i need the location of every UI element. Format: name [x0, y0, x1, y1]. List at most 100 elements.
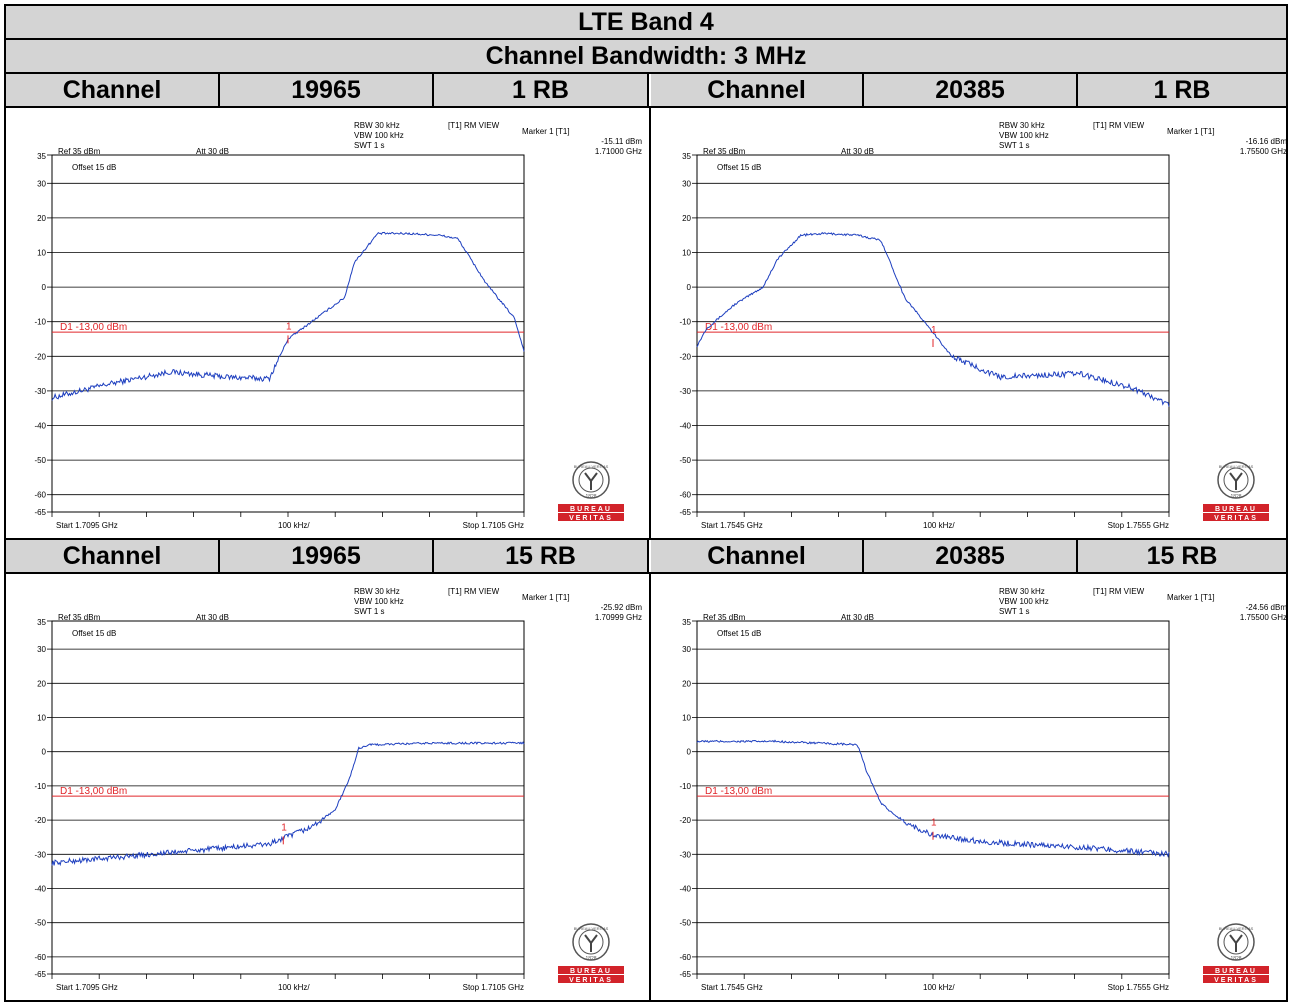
channel-row-2: Channel 19965 15 RB Channel 20385 15 RB: [6, 538, 1286, 574]
vbw-label: VBW 100 kHz: [999, 597, 1049, 606]
limit-label: D1 -13,00 dBm: [60, 322, 127, 333]
x-start-label: Start 1.7095 GHz: [56, 983, 118, 992]
logo-text-bureau: BUREAU: [1215, 506, 1257, 513]
logo-seal-year: 1828: [1230, 956, 1241, 962]
y-tick-label: 20: [682, 214, 691, 223]
logo-text-veritas: VERITAS: [1214, 977, 1258, 984]
y-tick-label: -65: [679, 508, 691, 517]
y-tick-label: -30: [34, 387, 46, 396]
y-tick-label: -40: [679, 422, 691, 431]
trace-view-label: [T1] RM VIEW: [448, 587, 500, 596]
rbw-label: RBW 30 kHz: [999, 587, 1045, 596]
logo-text-veritas: VERITAS: [569, 515, 613, 522]
attenuation-label: Att 30 dB: [196, 147, 229, 156]
vbw-label: VBW 100 kHz: [354, 131, 404, 140]
bandwidth-subtitle: Channel Bandwidth: 3 MHz: [6, 40, 1286, 74]
logo-seal-figure: [584, 934, 598, 952]
logo-seal-text: BUREAU VERITAS: [574, 464, 609, 469]
trace-line: [696, 231, 1170, 407]
swt-label: SWT 1 s: [999, 141, 1030, 150]
x-stop-label: Stop 1.7105 GHz: [463, 521, 524, 530]
y-tick-label: 20: [37, 214, 46, 223]
limit-label: D1 -13,00 dBm: [705, 322, 772, 333]
logo-red-bar-top: [1203, 966, 1269, 974]
rb-count: 1 RB: [434, 74, 649, 106]
y-tick-label: -40: [34, 885, 46, 894]
logo-seal-text: BUREAU VERITAS: [1219, 926, 1254, 931]
rb-count: 1 RB: [1078, 74, 1286, 106]
band-title: LTE Band 4: [6, 6, 1286, 40]
y-tick-label: -20: [34, 816, 46, 825]
y-tick-label: -50: [34, 919, 46, 928]
ref-level-label: Ref 35 dBm: [58, 147, 101, 156]
marker-label: Marker 1 [T1]: [1167, 127, 1215, 136]
y-tick-label: 35: [682, 152, 691, 161]
marker-frequency: 1.75500 GHz: [1240, 147, 1286, 156]
channel-number: 20385: [864, 74, 1078, 106]
vbw-label: VBW 100 kHz: [354, 597, 404, 606]
y-tick-label: 30: [37, 645, 46, 654]
y-tick-label: 0: [42, 283, 47, 292]
marker-value: -24.56 dBm: [1246, 603, 1286, 612]
y-tick-label: 10: [37, 714, 46, 723]
y-tick-label: -60: [34, 491, 46, 500]
y-tick-label: 10: [37, 249, 46, 258]
bureau-veritas-logo: BUREAU VERITAS 1828 BUREAU VERITAS: [1203, 923, 1269, 984]
x-stop-label: Stop 1.7555 GHz: [1108, 521, 1169, 530]
logo-red-bar-bottom: [558, 975, 624, 983]
logo-red-bar-top: [1203, 504, 1269, 512]
marker-label: Marker 1 [T1]: [522, 593, 570, 602]
rb-count: 15 RB: [434, 540, 649, 572]
swt-label: SWT 1 s: [354, 607, 385, 616]
spectrum-plot-19965-15rb: RBW 30 kHz VBW 100 kHz SWT 1 s [T1] RM VIEW…: [6, 574, 648, 1000]
y-tick-label: 20: [682, 679, 691, 688]
logo-seal-figure: [1229, 934, 1243, 952]
marker-number: 1: [931, 325, 937, 336]
plot-frame: [51, 620, 525, 975]
y-tick-label: -50: [679, 456, 691, 465]
logo-seal-figure: [584, 472, 598, 490]
y-tick-label: 30: [682, 179, 691, 188]
marker-value: -16.16 dBm: [1246, 137, 1286, 146]
limit-label: D1 -13,00 dBm: [60, 786, 127, 797]
y-tick-label: 35: [37, 618, 46, 627]
limit-label: D1 -13,00 dBm: [705, 786, 772, 797]
y-tick-label: -40: [34, 422, 46, 431]
attenuation-label: Att 30 dB: [841, 613, 874, 622]
trace-view-label: [T1] RM VIEW: [1093, 121, 1145, 130]
ref-level-label: Ref 35 dBm: [703, 613, 746, 622]
offset-label: Offset 15 dB: [72, 629, 116, 638]
channel-number: 19965: [220, 540, 434, 572]
y-tick-label: 0: [687, 748, 692, 757]
logo-red-bar-bottom: [558, 513, 624, 521]
y-tick-label: -10: [679, 318, 691, 327]
rbw-label: RBW 30 kHz: [999, 121, 1045, 130]
logo-seal-text: BUREAU VERITAS: [1219, 464, 1254, 469]
marker-value: -15.11 dBm: [601, 137, 642, 146]
channel-row-1: Channel 19965 1 RB Channel 20385 1 RB: [6, 74, 1286, 108]
trace-line: [51, 741, 525, 867]
x-start-label: Start 1.7545 GHz: [701, 521, 763, 530]
vbw-label: VBW 100 kHz: [999, 131, 1049, 140]
logo-text-bureau: BUREAU: [570, 968, 612, 975]
y-tick-label: -50: [34, 456, 46, 465]
trace-line: [51, 231, 525, 401]
plot-frame: [696, 620, 1170, 975]
x-span-label: 100 kHz/: [278, 521, 310, 530]
logo-text-veritas: VERITAS: [1214, 515, 1258, 522]
y-tick-label: -50: [679, 919, 691, 928]
y-tick-label: -60: [679, 953, 691, 962]
y-tick-label: -20: [679, 352, 691, 361]
x-stop-label: Stop 1.7555 GHz: [1108, 983, 1169, 992]
logo-red-bar-bottom: [1203, 975, 1269, 983]
spectrum-plot-20385-1rb: RBW 30 kHz VBW 100 kHz SWT 1 s [T1] RM VIEW…: [651, 108, 1286, 538]
y-tick-label: -10: [34, 782, 46, 791]
y-tick-label: 35: [37, 152, 46, 161]
y-tick-label: -30: [34, 850, 46, 859]
trace-view-label: [T1] RM VIEW: [448, 121, 500, 130]
bureau-veritas-logo: BUREAU VERITAS 1828 BUREAU VERITAS: [1203, 461, 1269, 522]
report-table: LTE Band 4 Channel Bandwidth: 3 MHz Chan…: [4, 4, 1288, 1002]
